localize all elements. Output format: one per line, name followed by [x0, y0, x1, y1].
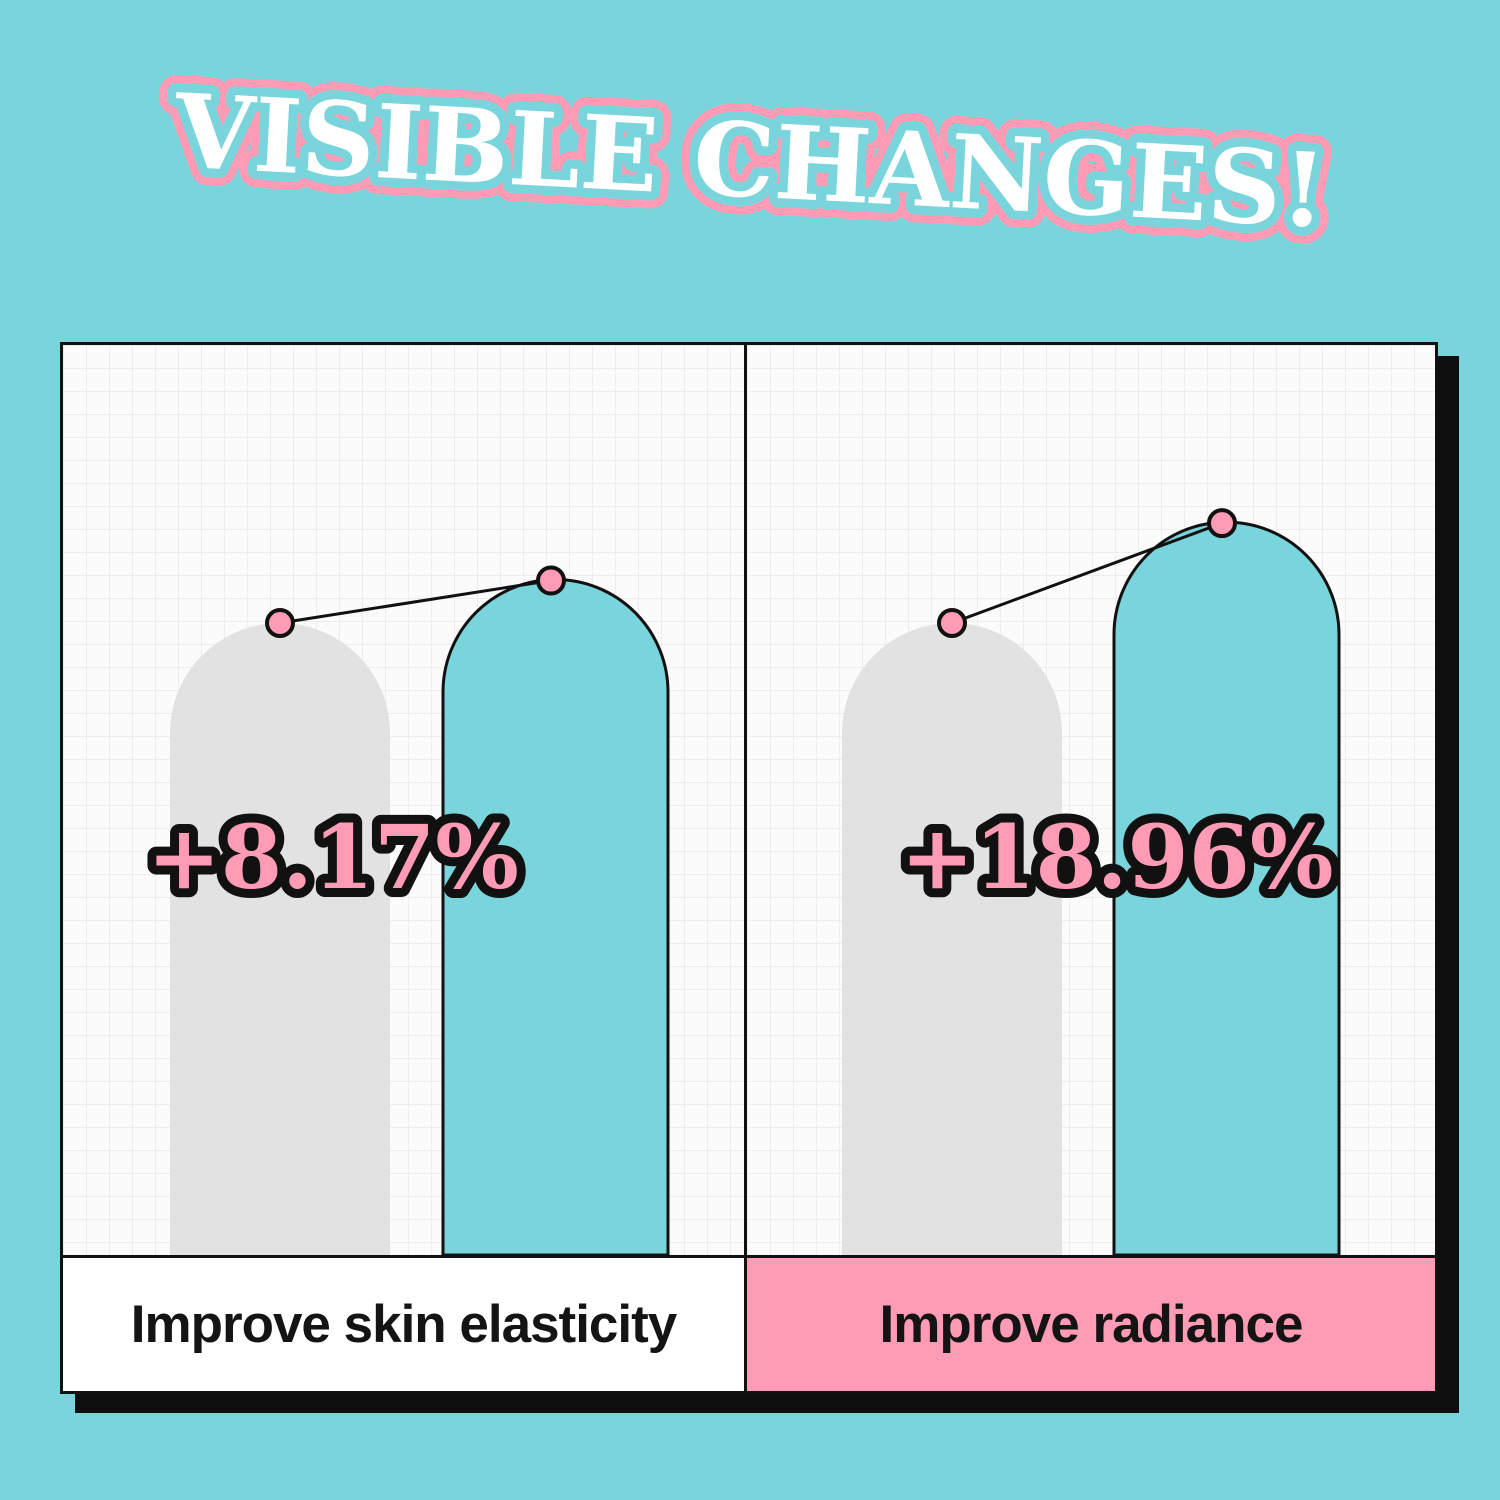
caption-box: Improve radiance: [747, 1258, 1435, 1391]
chart-svg: +18.96% +18.96%: [842, 508, 1342, 1255]
trend-line: [951, 521, 1223, 625]
chart-panel-elasticity: +8.17% +8.17% Improve skin elasticity: [63, 345, 747, 1391]
chart-board: +8.17% +8.17% Improve skin elasticity +1…: [60, 342, 1438, 1394]
chart-panel-radiance: +18.96% +18.96% Improve radiance: [747, 345, 1435, 1391]
caption-box: Improve skin elasticity: [63, 1258, 744, 1391]
change-label: +18.96%: [901, 805, 1334, 909]
point-before: [937, 608, 967, 638]
bar-before: [842, 623, 1062, 1255]
change-label: +8.17%: [147, 805, 519, 909]
caption-text: Improve skin elasticity: [130, 1295, 678, 1354]
chart-svg: +8.17% +8.17%: [138, 565, 670, 1255]
bar-before: [170, 623, 390, 1255]
bar-after: [441, 578, 670, 1255]
trend-line: [279, 579, 552, 625]
point-after: [1207, 508, 1237, 539]
plot-area: +18.96% +18.96%: [747, 345, 1435, 1258]
caption-text: Improve radiance: [879, 1295, 1304, 1354]
point-after: [536, 565, 566, 596]
plot-area: +8.17% +8.17%: [63, 345, 744, 1258]
change-label-outline: +8.17%: [147, 805, 519, 909]
change-label-outline: +18.96%: [901, 805, 1334, 909]
point-before: [265, 608, 295, 638]
page-title: VISIBLE CHANGES!: [171, 71, 1329, 251]
title-banner: VISIBLE CHANGES! VISIBLE CHANGES! VISIBL…: [154, 54, 1346, 268]
